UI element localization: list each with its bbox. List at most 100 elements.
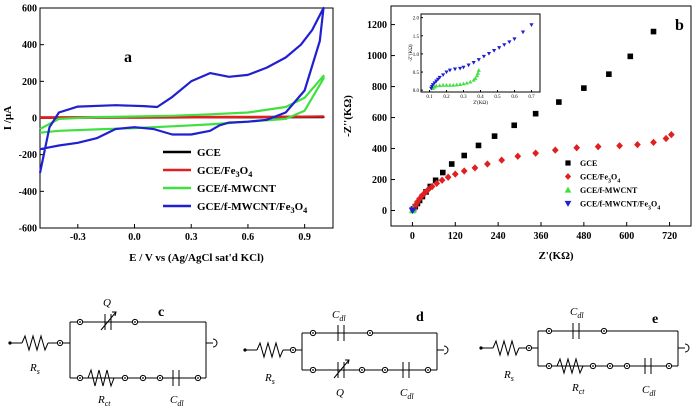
eis-point-1 [438,176,446,184]
eis-point-0 [439,169,446,176]
eis-inset-y-tick-label: 0.5 [413,71,420,76]
eis-legend-marker [565,160,571,166]
eis-inset-chart: 0.1 0.2 0.3 0.4 0.5 0.6 0.7 0.0 0.5 1.0 1.5 2.0 Z'(… [409,13,541,106]
eis-point-1 [594,143,602,151]
eis-point-1 [421,189,429,197]
eis-inset-point-1 [492,49,497,53]
cv-legend: GCE GCE/Fe3O4 GCE/f-MWCNT GCE/f-MWCNT/Fe3O4 [163,147,307,215]
cv-legend-label: GCE/f-MWCNT/Fe3O4 [197,201,307,215]
eis-inset-point-0 [461,81,466,86]
eis-point-0 [448,161,455,167]
eis-inset-point-1 [512,37,517,42]
eis-inset-point-0 [437,83,442,88]
circuit-d-rs-label: Rs [264,372,275,386]
circuit-d-panel-label: d [416,310,424,325]
eis-inset-point-0 [447,83,452,87]
eis-inset-x-label: Z'(KΩ) [473,101,488,106]
eis-inset-point-1 [458,66,463,71]
eis-point-1 [667,130,675,139]
circuit-c-panel-label: c [158,305,164,320]
cv-chart: -0.3 0.0 0.3 0.6 0.9 -600 -400 -200 0 200 400 600 a… [2,4,334,264]
eis-inset-point-1 [432,81,437,86]
cv-x-tick-label: 0.0 [128,232,141,243]
eis-inset-point-1 [507,40,512,45]
eis-inset-y-tick-label: 0.0 [413,89,420,94]
eis-inset-y-label: -Z''(KΩ) [409,44,414,62]
eis-inset-point-1 [452,67,458,72]
eis-inset-point-0 [454,82,459,87]
eis-legend-label: GCE/f-MWCNT [580,186,638,195]
eis-inset-point-1 [486,51,492,56]
eis-series [408,28,675,215]
eis-point-1 [416,195,423,203]
eis-legend-marker [564,186,572,193]
eis-inset-point-1 [441,73,446,78]
eis-point-1 [471,164,479,172]
cv-series-line-2 [39,74,325,134]
cv-legend-label: GCE [197,147,221,159]
resistor-rct-icon [87,368,115,388]
circuit-e-panel-label: e [652,312,658,327]
eis-y-tick-label: 800 [372,82,387,93]
eis-y-axis-label: -Z''(KΩ) [342,95,354,137]
cv-x-tick-label: -0.3 [70,232,86,243]
eis-panel-label: b [675,17,684,34]
circuit-e: Cdl Rs Rct Cdl e [479,306,690,398]
eis-inset-point-1 [476,58,481,62]
eis-inset-point-1 [435,77,441,82]
circuit-c-cdl-label: Cdl [170,394,184,408]
eis-inset-point-0 [464,80,469,85]
eis-point-1 [573,144,581,152]
eis-inset-point-0 [441,83,446,87]
eis-inset-point-0 [475,71,481,75]
eis-inset-x-tick-label: 0.7 [528,95,535,100]
eis-inset-point-0 [434,83,439,88]
eis-inset-ticks: 0.1 0.2 0.3 0.4 0.5 0.6 0.7 0.0 0.5 1.0 1.5 2.0 [413,17,535,100]
eis-legend-label: GCE [580,159,597,168]
eis-point-1 [514,152,522,160]
eis-point-0 [581,85,587,91]
eis-x-tick-label: 720 [662,231,677,242]
eis-point-0 [475,142,482,149]
eis-inset-point-1 [466,63,471,68]
eis-inset-point-1 [461,65,466,70]
eis-point-1 [484,160,491,168]
eis-inset-point-1 [481,54,486,59]
eis-y-tick-label: 1200 [367,20,387,31]
eis-inset-x-tick-label: 0.2 [443,95,450,100]
eis-inset-point-0 [476,68,481,72]
cv-x-tick-label: 0.3 [185,232,198,243]
eis-point-0 [432,177,439,184]
eis-inset-x-tick-label: 0.5 [494,95,501,100]
eis-point-1 [662,134,670,143]
circuit-c-rs-label: Rs [29,362,40,376]
eis-point-0 [532,110,539,117]
eis-point-0 [461,152,468,159]
circuit-d-q-label: Q [336,387,344,399]
resistor-rs-icon [256,341,284,359]
circuit-e-cdl-top-label: Cdl [570,306,584,320]
circuit-d: Cdl Rs Q Cdl d [243,309,449,401]
eis-point-1 [444,173,452,181]
eis-inset-y-tick-label: 2.0 [413,17,420,22]
eis-point-1 [424,185,432,194]
eis-inset-point-0 [475,73,480,78]
eis-point-1 [460,167,468,175]
eis-inset-point-0 [432,84,437,89]
eis-inset-point-0 [451,83,456,87]
eis-inset-point-1 [430,83,435,87]
circuit-e-rs-label: Rs [503,369,514,383]
eis-point-1 [433,179,441,188]
cv-y-tick-label: 200 [22,77,37,88]
eis-axis-ticks: 0 120 240 360 480 600 720 0 200 400 600 800 1000 1200 [367,20,677,242]
eis-point-0 [556,99,562,105]
cv-y-tick-label: -600 [19,224,37,235]
eis-inset-point-1 [471,61,476,65]
eis-x-tick-label: 120 [448,231,463,242]
eis-inset-point-1 [434,79,439,84]
eis-inset-point-1 [529,23,534,27]
cv-y-axis-label: I /µA [2,106,14,130]
eis-inset-point-1 [437,75,442,80]
cpe-q-icon [333,359,350,379]
eis-inset-point-0 [458,82,463,86]
